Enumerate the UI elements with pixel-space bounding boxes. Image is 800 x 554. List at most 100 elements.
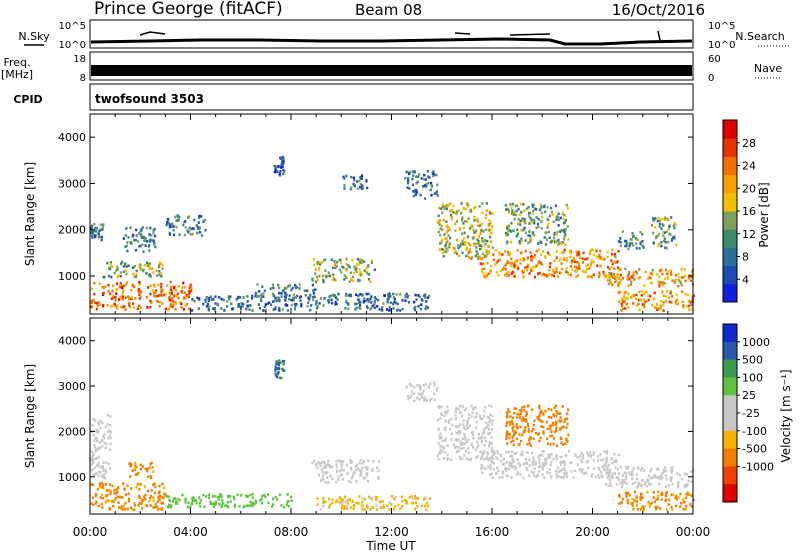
echo-cell xyxy=(617,291,620,294)
echo-cell xyxy=(613,267,616,271)
echo-cell xyxy=(277,299,280,303)
echo-cell xyxy=(404,299,407,302)
echo-cell xyxy=(158,304,161,308)
echo-cell xyxy=(532,437,535,441)
echo-cell xyxy=(649,503,652,506)
echo-cell xyxy=(106,489,109,492)
echo-cell xyxy=(99,419,103,422)
echo-cell xyxy=(131,266,135,269)
echo-cell xyxy=(614,255,617,259)
echo-cell xyxy=(547,415,550,419)
echo-cell xyxy=(538,404,541,408)
echo-cell xyxy=(188,290,191,293)
echo-cell xyxy=(195,224,198,227)
echo-cell xyxy=(664,218,667,221)
echo-cell xyxy=(124,264,127,268)
echo-cell xyxy=(644,270,647,274)
echo-cell xyxy=(166,221,169,224)
echo-cell xyxy=(213,307,216,310)
echo-cell xyxy=(479,262,482,265)
echo-cell xyxy=(674,496,677,500)
echo-cell xyxy=(491,414,494,418)
echo-cell xyxy=(168,291,171,295)
echo-cell xyxy=(408,172,411,175)
echo-cell xyxy=(425,185,428,188)
echo-cell xyxy=(360,261,363,265)
echo-cell xyxy=(551,268,554,272)
echo-cell xyxy=(99,426,102,430)
echo-cell xyxy=(117,274,120,277)
echo-cell xyxy=(91,473,95,477)
echo-cell xyxy=(427,181,430,185)
echo-cell xyxy=(359,271,362,274)
echo-cell xyxy=(350,506,353,509)
echo-cell xyxy=(285,293,288,297)
echo-cell xyxy=(608,274,611,277)
echo-cell xyxy=(690,303,693,307)
echo-cell xyxy=(199,499,202,502)
echo-cell xyxy=(557,412,561,415)
echo-cell xyxy=(529,444,532,447)
echo-cell xyxy=(507,450,510,454)
echo-cell xyxy=(461,443,464,447)
echo-cell xyxy=(490,448,494,451)
echo-cell xyxy=(627,284,630,288)
echo-cell xyxy=(520,228,523,232)
echo-cell xyxy=(137,287,141,291)
echo-cell xyxy=(249,500,252,504)
echo-cell xyxy=(516,458,519,462)
echo-cell xyxy=(555,256,558,260)
echo-cell xyxy=(125,283,128,287)
echo-cell xyxy=(532,471,536,474)
echo-cell xyxy=(368,273,371,276)
echo-cell xyxy=(504,469,508,472)
colorbar-swatch xyxy=(723,448,737,467)
y-tick-label: 1000 xyxy=(58,471,86,484)
echo-cell xyxy=(208,298,211,302)
echo-cell xyxy=(139,306,142,310)
echo-cell xyxy=(607,484,610,488)
echo-cell xyxy=(513,407,516,410)
echo-cell xyxy=(423,177,426,181)
echo-cell xyxy=(271,283,274,286)
echo-cell xyxy=(474,448,477,451)
echo-cell xyxy=(377,477,380,481)
echo-cell xyxy=(365,292,368,296)
echo-cell xyxy=(608,469,612,473)
echo-cell xyxy=(175,500,178,503)
echo-cell xyxy=(636,508,640,511)
echo-cell xyxy=(475,246,478,249)
echo-cell xyxy=(532,427,535,431)
echo-cell xyxy=(287,285,290,288)
echo-cell xyxy=(489,464,492,467)
echo-cell xyxy=(673,236,676,240)
echo-cell xyxy=(584,270,587,273)
echo-cell xyxy=(557,238,560,242)
echo-cell xyxy=(684,274,687,277)
echo-cell xyxy=(454,229,457,233)
echo-cell xyxy=(558,259,561,262)
echo-cell xyxy=(530,470,533,474)
echo-cell xyxy=(562,230,565,233)
echo-cell xyxy=(220,495,223,499)
echo-cell xyxy=(690,470,693,473)
echo-cell xyxy=(365,267,368,270)
echo-cell xyxy=(175,225,178,229)
echo-cell xyxy=(365,179,368,183)
echo-cell xyxy=(430,397,433,401)
echo-cell xyxy=(686,493,689,496)
echo-cell xyxy=(146,504,149,508)
echo-cell xyxy=(663,281,666,285)
echo-cell xyxy=(688,493,692,497)
echo-cell xyxy=(181,291,184,295)
echo-cell xyxy=(440,238,443,242)
echo-cell xyxy=(682,497,685,501)
echo-cell xyxy=(356,466,359,470)
echo-cell xyxy=(635,242,638,246)
echo-cell xyxy=(532,456,535,459)
echo-cell xyxy=(392,302,395,306)
echo-cell xyxy=(118,285,121,288)
echo-cell xyxy=(441,211,444,215)
echo-cell xyxy=(686,473,689,476)
echo-cell xyxy=(237,303,240,306)
